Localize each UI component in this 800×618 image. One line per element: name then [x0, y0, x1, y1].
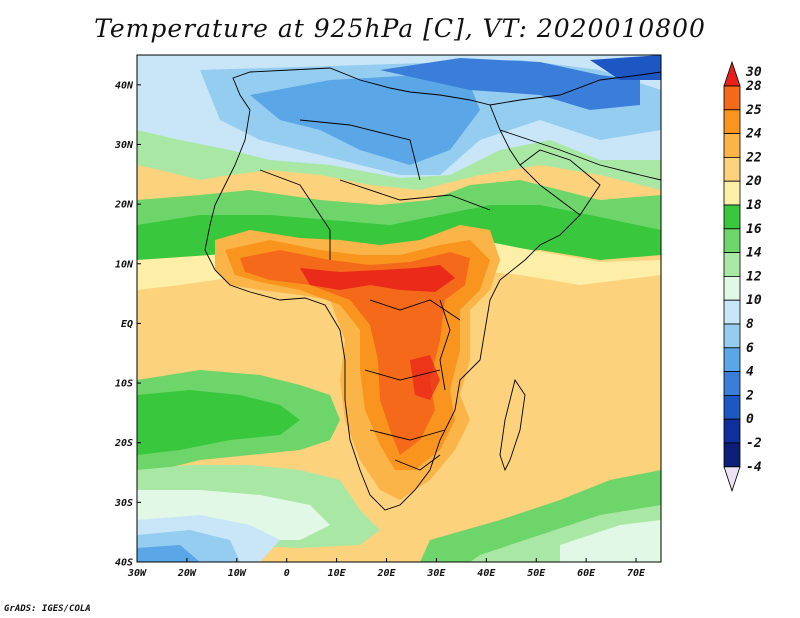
colorbar-segment	[723, 252, 741, 277]
colorbar-label: 16	[746, 222, 762, 237]
colorbar-label: 25	[745, 103, 762, 118]
lat-tick-label: 30N	[114, 140, 134, 151]
colorbar-label: 24	[745, 127, 762, 142]
grads-credit: GrADS: IGES/COLA	[4, 604, 91, 614]
colorbar-segment	[723, 109, 741, 135]
colorbar-label: 10	[746, 293, 762, 308]
colorbar-segment	[723, 418, 741, 444]
lat-tick-label: 30S	[114, 498, 133, 509]
lon-tick-label: 30W	[127, 568, 147, 579]
lat-tick-label: EQ	[121, 319, 133, 330]
lat-tick-label: 20S	[114, 438, 133, 449]
lon-tick-label: 10W	[228, 568, 247, 579]
coastlines	[204, 67, 661, 511]
colorbar-label: 2	[745, 388, 754, 403]
colorbar-segment	[723, 204, 741, 230]
lat-tick-label: 20N	[114, 200, 134, 211]
colorbar-segment	[723, 371, 741, 396]
lon-tick-label: 40E	[477, 568, 496, 579]
lon-tick-label: 0	[284, 568, 290, 579]
lon-tick-label: 20E	[376, 568, 396, 579]
lat-tick-label: 40S	[115, 558, 133, 569]
map-title: Temperature at 925hPa [C], VT: 202001080…	[94, 14, 706, 43]
colorbar-segment	[723, 228, 741, 254]
lon-tick-label: 50E	[527, 568, 546, 579]
lat-tick-label: 10N	[115, 259, 134, 270]
plot-frame	[136, 54, 662, 563]
lat-tick-label: 40N	[115, 80, 134, 91]
colorbar-bottom-arrow	[723, 466, 741, 493]
lon-tick-label: 60E	[577, 568, 596, 579]
colorbar-label: 6	[746, 341, 754, 356]
lon-tick-label: 70E	[627, 568, 646, 579]
colorbar-label: 18	[746, 198, 762, 213]
colorbar-label: 20	[745, 174, 762, 189]
colorbar-segment	[723, 442, 741, 468]
colorbar-label: 28	[745, 79, 762, 94]
longitude-axis: 30W 20W 10W 0 10E 20E 30E 40E 50E 60E 70E	[127, 558, 646, 579]
lon-tick-label: 10E	[328, 568, 347, 579]
colorbar-segment	[723, 347, 741, 372]
colorbar-label: 30	[745, 65, 762, 80]
lon-tick-label: 30E	[426, 568, 446, 579]
colorbar-label: -4	[746, 460, 762, 475]
lat-tick-label: 10S	[115, 379, 133, 390]
colorbar-segment	[723, 299, 741, 325]
colorbar-label: 8	[746, 317, 754, 332]
colorbar-label: 12	[746, 269, 762, 284]
colorbar-segment	[723, 275, 741, 301]
lon-tick-label: 20W	[177, 568, 197, 579]
colorbar-label: 22	[745, 150, 762, 165]
colorbar-segment	[723, 85, 741, 111]
colorbar-top-arrow	[723, 60, 741, 87]
temperature-field	[137, 55, 661, 562]
colorbar-label: 14	[746, 246, 762, 261]
colorbar-segment	[723, 156, 741, 182]
colorbar-segment	[723, 323, 741, 349]
colorbar-segment	[723, 394, 741, 420]
latitude-axis: 40N 30N 20N 10N EQ 10S 20S 30S 40S	[114, 80, 141, 569]
colorbar-label: -2	[746, 436, 762, 451]
colorbar-segment	[723, 133, 741, 158]
colorbar-label: 0	[746, 412, 754, 427]
colorbar-label: 4	[746, 365, 754, 380]
colorbar-segment	[723, 180, 741, 206]
